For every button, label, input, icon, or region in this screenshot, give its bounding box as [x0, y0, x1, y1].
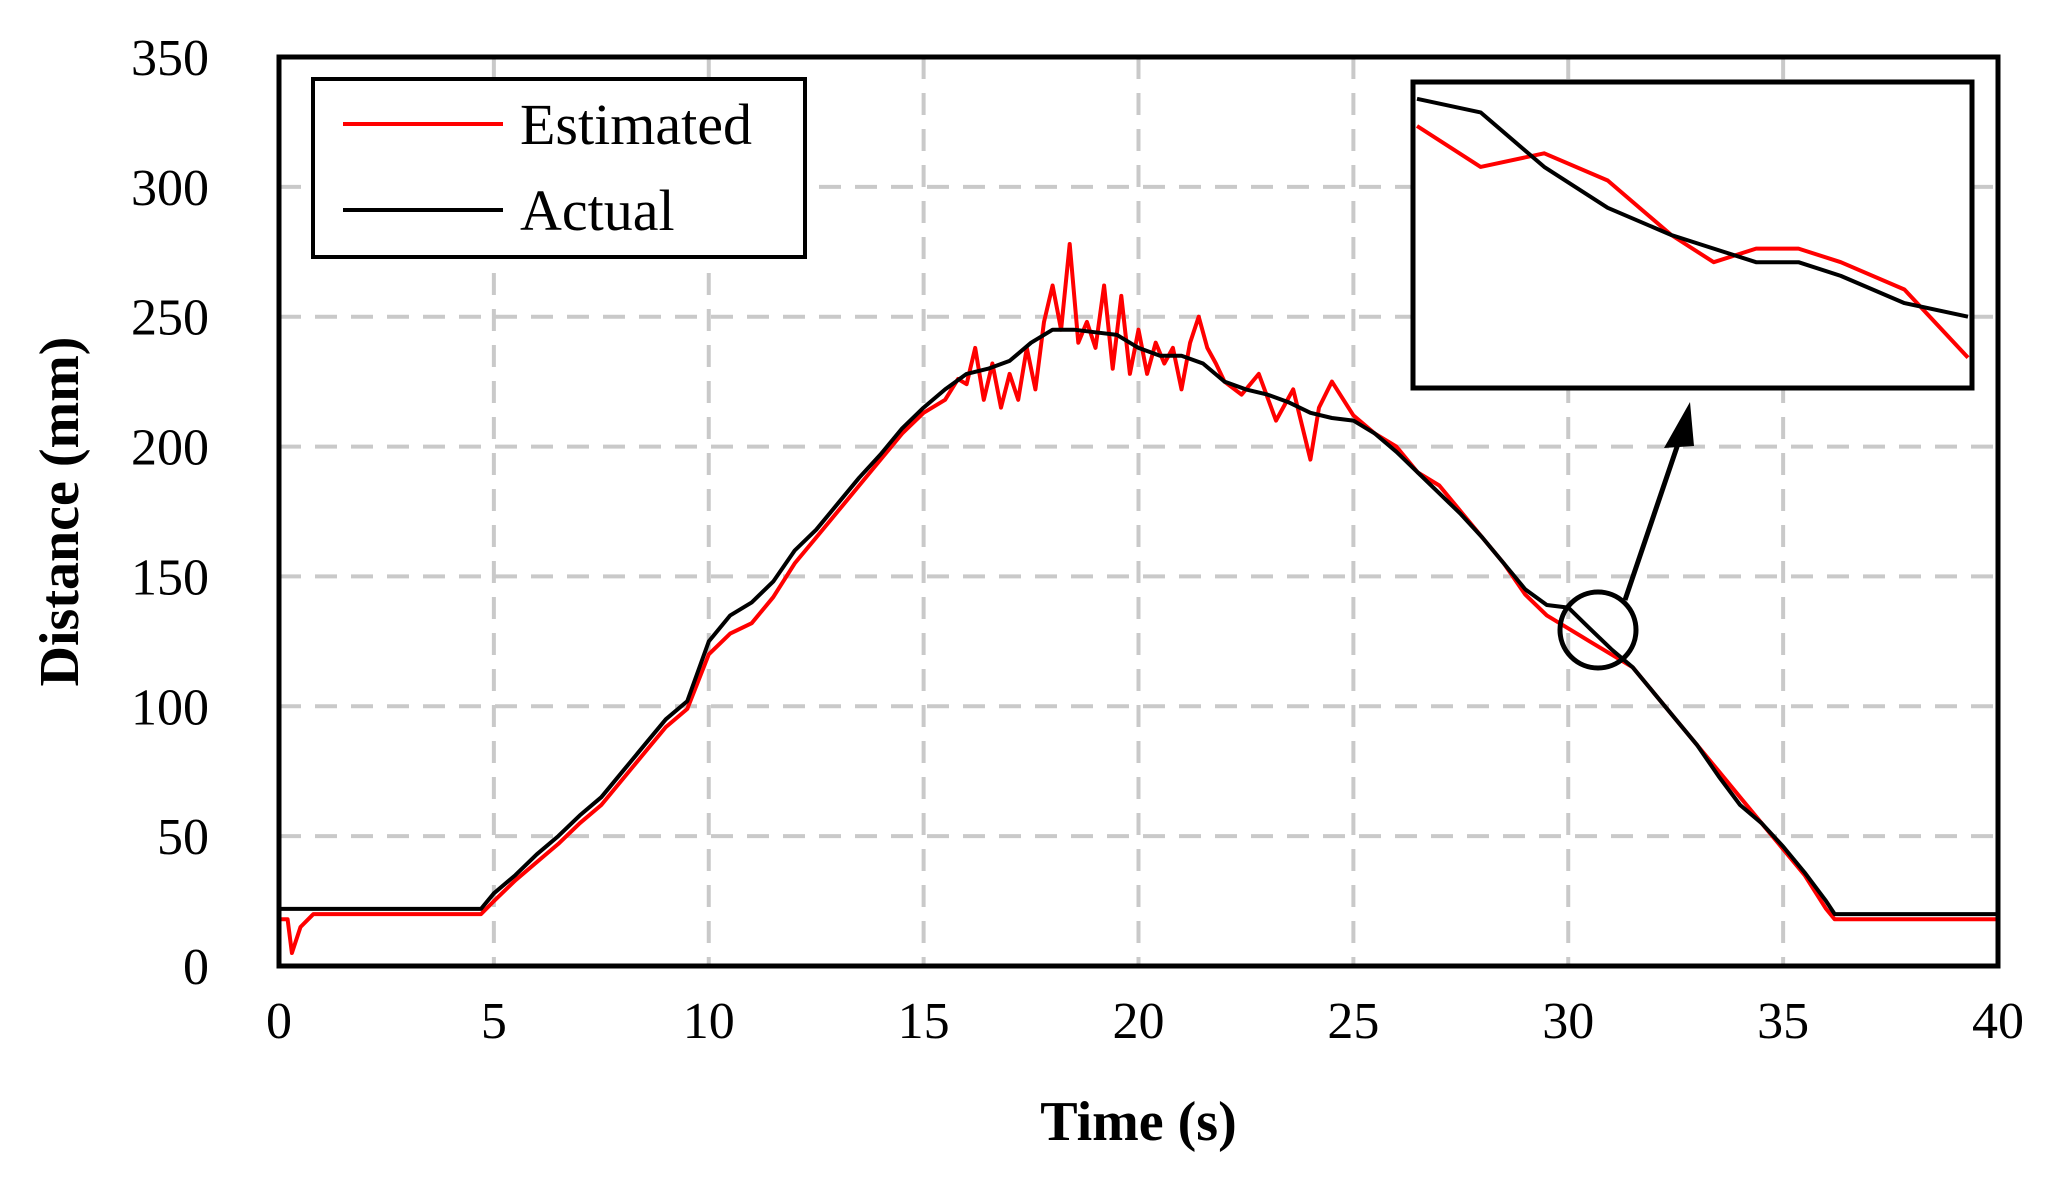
x-tick-label: 0: [266, 993, 292, 1050]
y-tick-label: 0: [183, 939, 209, 996]
zoom-arrow: [1622, 437, 1683, 601]
series-line-estimated: [279, 242, 1998, 955]
x-tick-label: 15: [898, 993, 950, 1050]
y-tick-label: 350: [131, 30, 209, 87]
zoom-marker-circle: [1557, 589, 1639, 671]
zoom-inset-lines: [1415, 96, 1970, 359]
legend-box: [311, 77, 807, 259]
x-tick-label: 20: [1113, 993, 1165, 1050]
legend: Estimated Actual: [311, 77, 807, 259]
x-tick-label: 40: [1972, 993, 2024, 1050]
y-tick-label: 200: [131, 420, 209, 477]
y-tick-label: 300: [131, 160, 209, 217]
series-layer: [279, 242, 1998, 955]
legend-label-estimated: Estimated: [520, 92, 752, 157]
plot-area-frame: [276, 54, 2001, 969]
series-line-actual: [279, 327, 1998, 917]
y-axis-title: Distance (mm): [29, 337, 91, 687]
legend-label-actual: Actual: [520, 178, 675, 243]
zoom-inset: [1410, 79, 1975, 391]
x-tick-label: 5: [481, 993, 507, 1050]
tick-labels: 0 5 10 15 20 25 30 35 40 0 50 100 150 200 250 300 350: [131, 30, 2024, 1050]
y-tick-label: 100: [131, 679, 209, 736]
x-tick-label: 30: [1542, 993, 1594, 1050]
inset-line-estimated: [1415, 124, 1970, 359]
inset-line-actual: [1416, 96, 1969, 319]
y-tick-label: 250: [131, 290, 209, 347]
y-tick-label: 50: [157, 809, 209, 866]
zoom-arrowhead: [1664, 402, 1694, 448]
x-tick-label: 35: [1757, 993, 1809, 1050]
x-axis-title: Time (s): [1040, 1091, 1237, 1153]
y-tick-label: 150: [131, 549, 209, 606]
x-tick-label: 10: [683, 993, 735, 1050]
x-tick-label: 25: [1327, 993, 1379, 1050]
